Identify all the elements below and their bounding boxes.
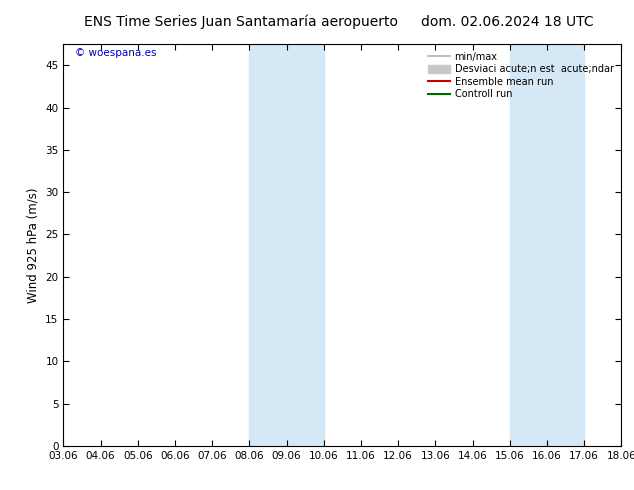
Bar	[510, 44, 584, 446]
Legend: min/max, Desviaci acute;n est  acute;ndar, Ensemble mean run, Controll run: min/max, Desviaci acute;n est acute;ndar…	[425, 49, 616, 102]
Bar	[249, 44, 324, 446]
Y-axis label: Wind 925 hPa (m/s): Wind 925 hPa (m/s)	[27, 187, 40, 303]
Text: © woespana.es: © woespana.es	[75, 48, 156, 58]
Text: dom. 02.06.2024 18 UTC: dom. 02.06.2024 18 UTC	[421, 15, 593, 29]
Text: ENS Time Series Juan Santamaría aeropuerto: ENS Time Series Juan Santamaría aeropuer…	[84, 15, 398, 29]
